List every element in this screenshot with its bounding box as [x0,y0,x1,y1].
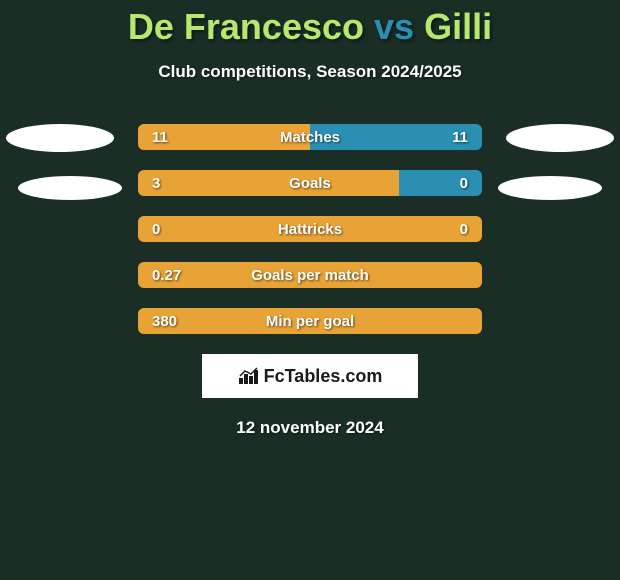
logo: FcTables.com [238,366,383,387]
subtitle: Club competitions, Season 2024/2025 [0,62,620,82]
logo-box: FcTables.com [202,354,418,398]
stat-value-left: 0.27 [152,267,181,284]
player-ellipse-right1 [506,124,614,152]
stats-content: 11 Matches 11 3 Goals 0 0 Hattricks 0 0.27 Goals p… [0,124,620,438]
player-ellipse-left2 [18,176,122,200]
stat-row: 0.27 Goals per match [138,262,482,288]
comparison-title: De Francesco vs Gilli [0,0,620,48]
stat-value-left: 0 [152,221,160,238]
logo-text: FcTables.com [264,366,383,387]
stat-label: Goals [289,175,331,192]
player2-name: Gilli [424,6,492,47]
stat-value-left: 3 [152,175,160,192]
stat-value-right: 0 [460,175,468,192]
stat-label: Hattricks [278,221,342,238]
player1-name: De Francesco [128,6,364,47]
stat-value-right: 11 [452,129,468,146]
date: 12 november 2024 [0,418,620,438]
stat-row: 380 Min per goal [138,308,482,334]
stat-label: Matches [280,129,340,146]
stat-row: 3 Goals 0 [138,170,482,196]
stat-value-left: 11 [152,129,168,146]
stat-value-right: 0 [460,221,468,238]
stat-label: Min per goal [266,313,354,330]
player-ellipse-right2 [498,176,602,200]
stat-bars: 11 Matches 11 3 Goals 0 0 Hattricks 0 0.27 Goals p… [138,124,482,334]
stat-label: Goals per match [251,267,369,284]
vs-text: vs [374,6,414,47]
stat-value-left: 380 [152,313,177,330]
chart-icon [238,367,260,385]
stat-row: 11 Matches 11 [138,124,482,150]
stat-row: 0 Hattricks 0 [138,216,482,242]
player-ellipse-left1 [6,124,114,152]
